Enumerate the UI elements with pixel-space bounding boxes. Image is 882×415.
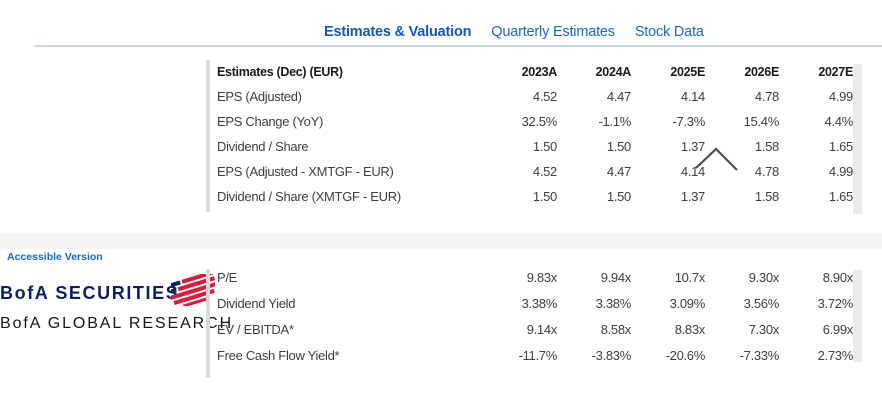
tab-divider bbox=[35, 45, 882, 47]
section-separator-band bbox=[0, 233, 882, 249]
cell-value: -7.33% bbox=[739, 347, 780, 363]
cell-value: 9.83x bbox=[526, 269, 558, 285]
valuation-table-left-border bbox=[206, 269, 210, 378]
cell-value: 1.65 bbox=[828, 189, 853, 204]
bofa-securities-logo-text: BofA SECURITIES bbox=[0, 283, 180, 303]
estimates-table-title: Estimates (Dec) (EUR) bbox=[217, 64, 343, 79]
row-label: Dividend / Share bbox=[217, 139, 309, 154]
cell-value: 3.38% bbox=[521, 295, 558, 311]
valuation-table-scrollbar[interactable] bbox=[853, 270, 862, 362]
row-label: EV / EBITDA* bbox=[217, 321, 294, 337]
table-row: Dividend / Share 1.50 1.50 1.37 1.58 1.6… bbox=[210, 134, 853, 159]
column-header-2023A: 2023A bbox=[521, 64, 558, 79]
accessible-version-link[interactable]: Accessible Version bbox=[7, 251, 103, 263]
cell-value: -1.1% bbox=[598, 114, 632, 129]
cell-value: -7.3% bbox=[672, 114, 706, 129]
column-header-2025E: 2025E bbox=[670, 64, 705, 79]
column-header-2024A: 2024A bbox=[595, 64, 632, 79]
cell-value: 6.99x bbox=[822, 321, 854, 337]
table-row: Dividend / Share (XMTGF - EUR) 1.50 1.50… bbox=[210, 184, 853, 209]
cell-value: 4.47 bbox=[606, 164, 631, 179]
estimates-table-scrollbar[interactable] bbox=[853, 64, 862, 214]
row-label: Free Cash Flow Yield* bbox=[217, 347, 340, 363]
cell-value: -3.83% bbox=[591, 347, 632, 363]
row-label: Dividend Yield bbox=[217, 295, 296, 311]
row-label: Dividend / Share (XMTGF - EUR) bbox=[217, 189, 401, 204]
cell-value: 8.90x bbox=[822, 269, 854, 285]
cell-value: -20.6% bbox=[665, 347, 706, 363]
cell-value: 4.52 bbox=[532, 164, 557, 179]
cell-value: 3.38% bbox=[595, 295, 632, 311]
table-row: P/E 9.83x 9.94x 10.7x 9.30x 8.90x bbox=[210, 264, 853, 290]
cell-value: 15.4% bbox=[743, 114, 780, 129]
cell-value: 9.14x bbox=[526, 321, 558, 337]
cell-value: 9.30x bbox=[748, 269, 780, 285]
table-row: Free Cash Flow Yield* -11.7% -3.83% -20.… bbox=[210, 342, 853, 368]
tab-quarterly-estimates[interactable]: Quarterly Estimates bbox=[491, 24, 615, 40]
cell-value: 1.50 bbox=[606, 139, 631, 154]
bofa-flag-icon bbox=[171, 274, 215, 306]
cell-value: 8.83x bbox=[674, 321, 706, 337]
table-row: Dividend Yield 3.38% 3.38% 3.09% 3.56% 3… bbox=[210, 290, 853, 316]
cell-value: 1.50 bbox=[532, 139, 557, 154]
cell-value: 1.37 bbox=[680, 139, 705, 154]
table-row: EPS (Adjusted) 4.52 4.47 4.14 4.78 4.99 bbox=[210, 84, 853, 109]
cell-value: 4.52 bbox=[532, 89, 557, 104]
tab-stock-data[interactable]: Stock Data bbox=[634, 24, 704, 40]
cell-value: 1.50 bbox=[532, 189, 557, 204]
cell-value: 1.50 bbox=[606, 189, 631, 204]
table-row: EPS (Adjusted - XMTGF - EUR) 4.52 4.47 4… bbox=[210, 159, 853, 184]
row-label: P/E bbox=[217, 269, 238, 285]
cell-value: 1.58 bbox=[754, 189, 779, 204]
cell-value: 3.56% bbox=[743, 295, 780, 311]
tab-bar: Estimates & Valuation Quarterly Estimate… bbox=[324, 24, 704, 40]
tab-estimates-valuation[interactable]: Estimates & Valuation bbox=[324, 24, 472, 40]
row-label: EPS (Adjusted - XMTGF - EUR) bbox=[217, 164, 394, 179]
estimates-table: Estimates (Dec) (EUR) 2023A 2024A 2025E … bbox=[210, 59, 853, 209]
cell-value: 4.99 bbox=[828, 164, 853, 179]
cell-value: 1.65 bbox=[828, 139, 853, 154]
row-label: EPS (Adjusted) bbox=[217, 89, 302, 104]
cell-value: 32.5% bbox=[521, 114, 558, 129]
cell-value: 2.73% bbox=[817, 347, 854, 363]
cell-value: 3.09% bbox=[669, 295, 706, 311]
cell-value: 9.94x bbox=[600, 269, 632, 285]
cell-value: 8.58x bbox=[600, 321, 632, 337]
cell-value: 1.37 bbox=[680, 189, 705, 204]
column-header-2027E: 2027E bbox=[818, 64, 853, 79]
chevron-up-annotation-icon bbox=[695, 147, 738, 171]
estimates-table-header-row: Estimates (Dec) (EUR) 2023A 2024A 2025E … bbox=[210, 59, 853, 84]
cell-value: 4.14 bbox=[680, 89, 705, 104]
estimates-table-left-border bbox=[206, 60, 210, 212]
cell-value: 4.78 bbox=[754, 89, 779, 104]
bofa-global-research-logo-text: BofA GLOBAL RESEARCH bbox=[0, 315, 234, 332]
table-row: EPS Change (YoY) 32.5% -1.1% -7.3% 15.4%… bbox=[210, 109, 853, 134]
cell-value: 4.47 bbox=[606, 89, 631, 104]
cell-value: 4.78 bbox=[754, 164, 779, 179]
row-label: EPS Change (YoY) bbox=[217, 114, 324, 129]
cell-value: 7.30x bbox=[748, 321, 780, 337]
cell-value: 4.4% bbox=[824, 114, 854, 129]
cell-value: 10.7x bbox=[674, 269, 706, 285]
cell-value: 4.14 bbox=[680, 164, 705, 179]
cell-value: 4.99 bbox=[828, 89, 853, 104]
cell-value: 1.58 bbox=[754, 139, 779, 154]
column-header-2026E: 2026E bbox=[744, 64, 779, 79]
table-row: EV / EBITDA* 9.14x 8.58x 8.83x 7.30x 6.9… bbox=[210, 316, 853, 342]
cell-value: -11.7% bbox=[518, 347, 558, 363]
cell-value: 3.72% bbox=[817, 295, 854, 311]
valuation-table: P/E 9.83x 9.94x 10.7x 9.30x 8.90x Divide… bbox=[210, 264, 853, 368]
